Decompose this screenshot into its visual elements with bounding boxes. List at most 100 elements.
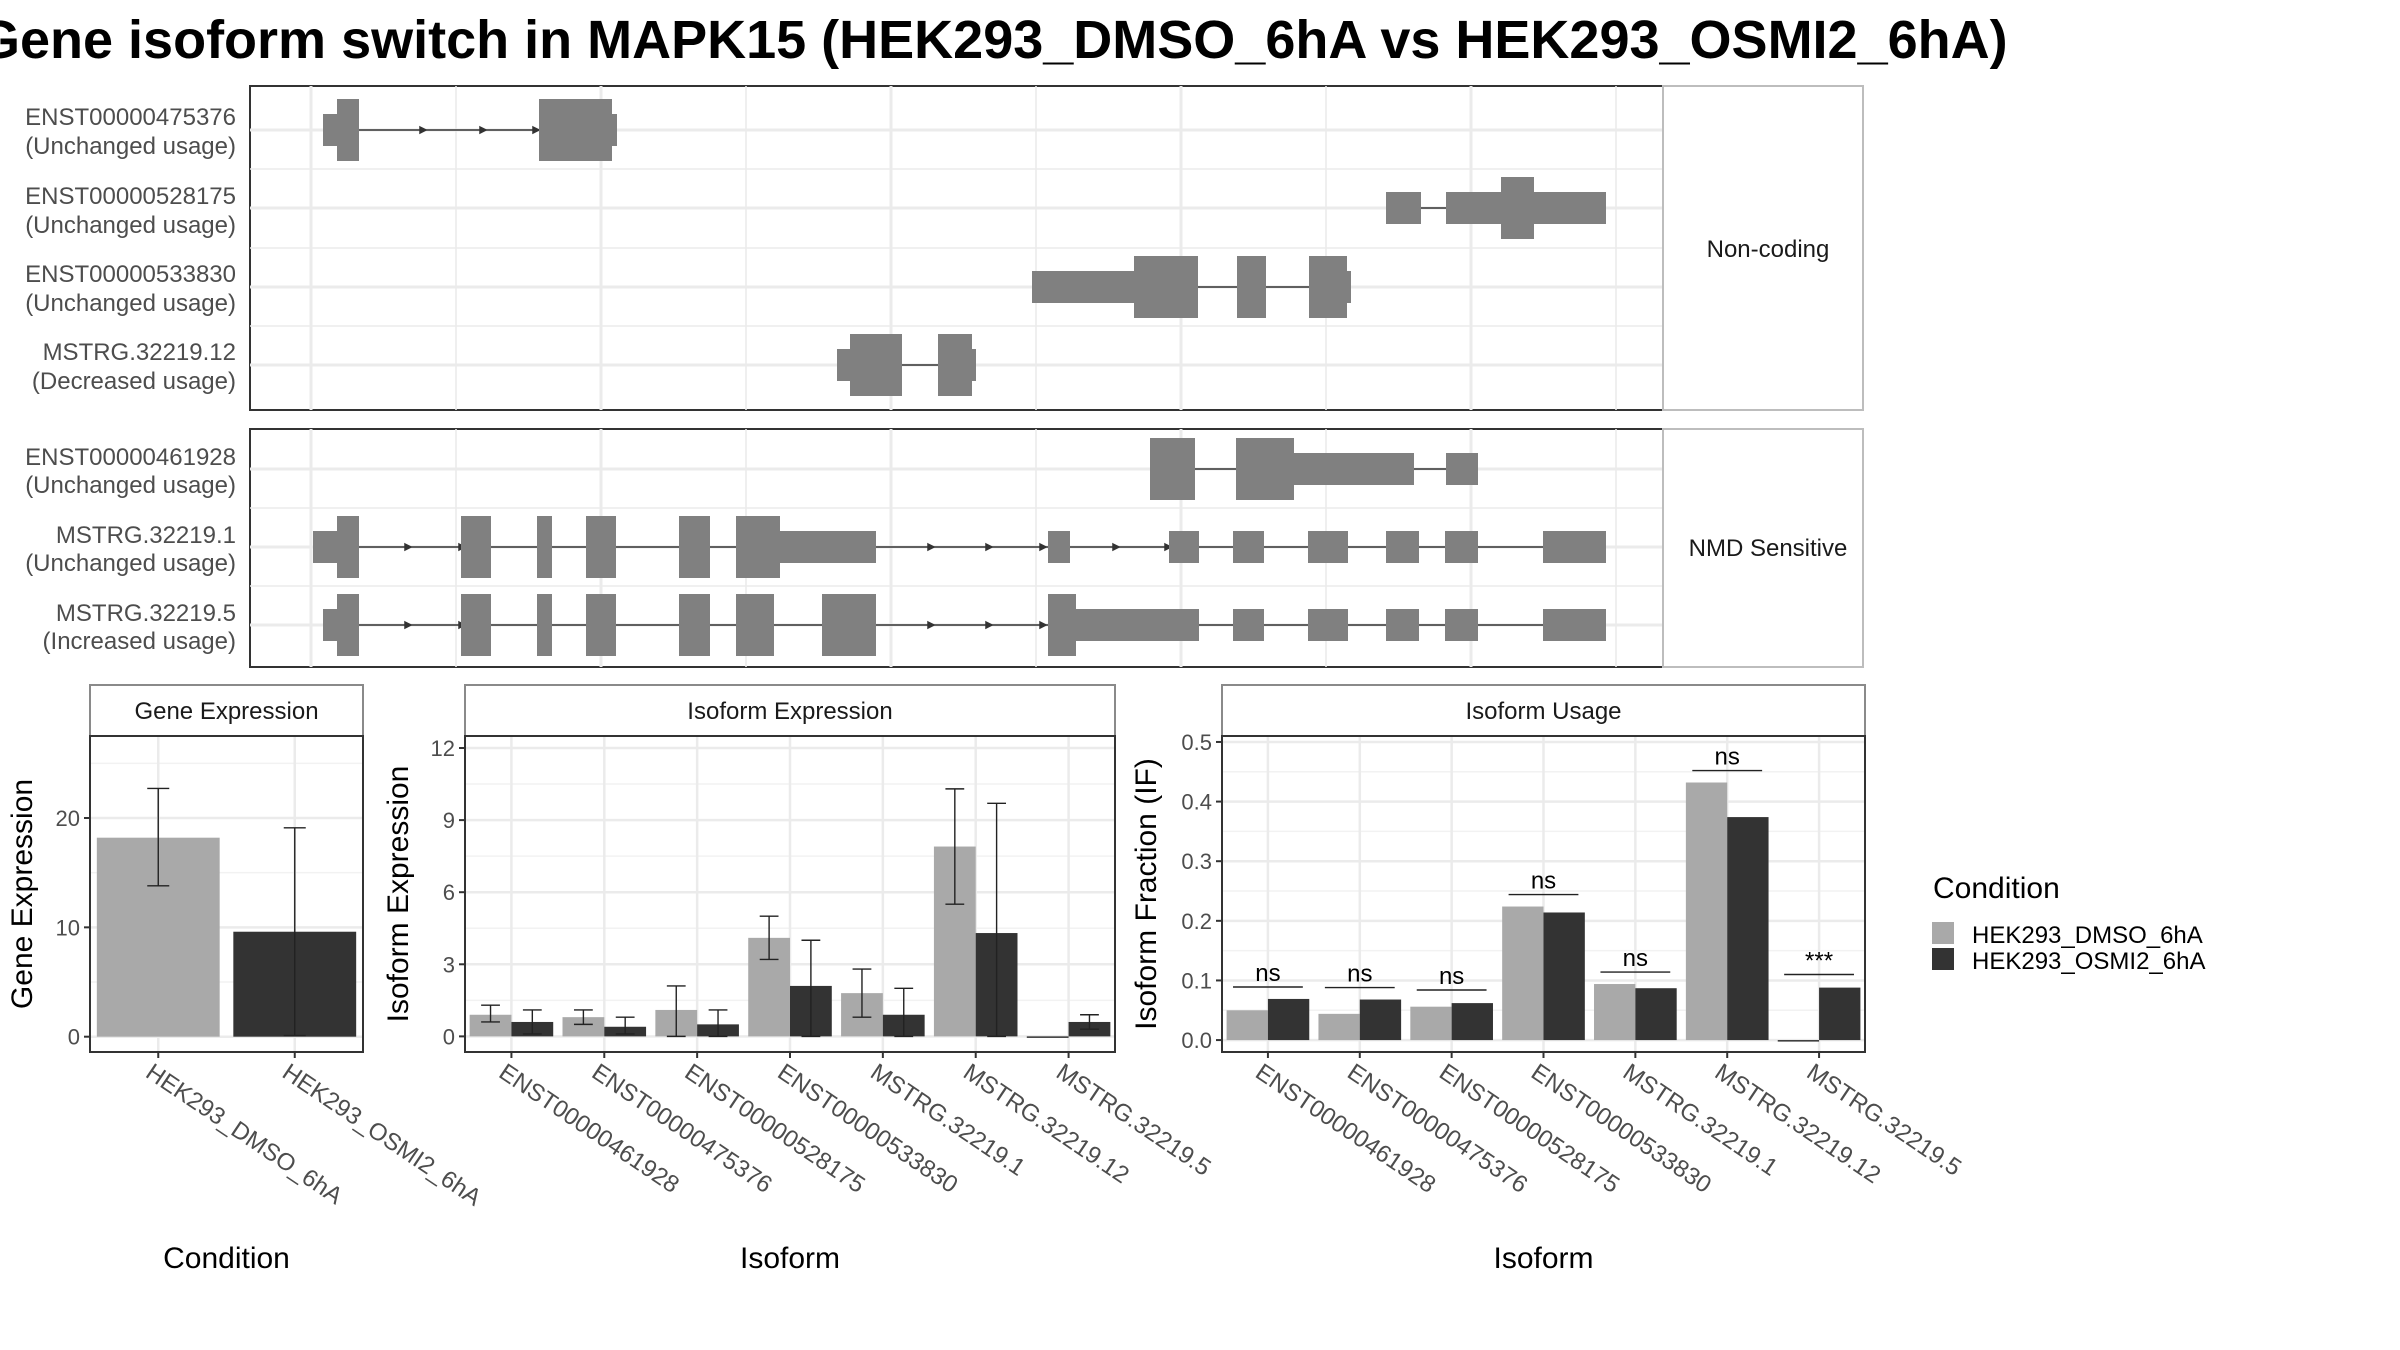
structure-panel-nmd: NMD Sensitive [249, 428, 1864, 668]
exon-utr [1076, 609, 1199, 641]
exon-cds [1309, 256, 1347, 318]
legend: Condition HEK293_DMSO_6hA HEK293_OSMI2_6… [1932, 872, 2205, 975]
exon-cds [1501, 177, 1534, 239]
exon-cds [461, 516, 491, 578]
significance-label: ns [1623, 945, 1648, 972]
isoform-label-name: ENST00000475376 [25, 104, 236, 131]
facet-label-noncoding: Non-coding [1707, 236, 1830, 263]
isoform-track-mstrg-32219-5 [323, 594, 1606, 656]
bar [562, 1017, 605, 1037]
intron-arrow [927, 620, 936, 630]
bar [1267, 998, 1310, 1041]
isoform-label-name: MSTRG.32219.5 [56, 600, 236, 627]
y-tick-label: 0.0 [1181, 1028, 1212, 1053]
isoform-track-enst00000475376 [323, 99, 617, 161]
x-axis-title: Isoform [740, 1242, 840, 1275]
y-tick-label: 0.4 [1181, 790, 1212, 815]
intron-arrow [532, 125, 541, 135]
exon-cds [736, 516, 780, 578]
bar [469, 1014, 512, 1037]
bar [1410, 1006, 1452, 1041]
x-axis-title: Condition [163, 1242, 290, 1275]
intron-arrow [479, 125, 488, 135]
bar [1819, 987, 1861, 1041]
exon-utr [1347, 271, 1351, 303]
exon-utr [323, 114, 337, 146]
exon-cds [537, 594, 552, 656]
bar [1359, 999, 1402, 1041]
facet-strip-nmd [1662, 428, 1864, 668]
legend-label-osmi: HEK293_OSMI2_6hA [1972, 948, 2205, 975]
exon-cds [850, 334, 902, 396]
y-axis-title: Isoform Fraction (IF) [1130, 758, 1163, 1030]
exon-utr [1233, 531, 1264, 563]
exon-utr [1386, 531, 1419, 563]
exon-utr [313, 531, 337, 563]
significance-label: ns [1255, 960, 1280, 987]
isoform-track-mstrg-32219-12 [837, 334, 976, 396]
exon-utr [1543, 531, 1606, 563]
exon-utr [1543, 609, 1606, 641]
x-tick-label: MSTRG.32219.1 [866, 1059, 1030, 1182]
bar [1226, 1010, 1268, 1041]
exon-cds [337, 516, 359, 578]
bar [1543, 912, 1585, 1041]
y-tick-label: 9 [443, 808, 455, 833]
isoform-usage-chart: Isoform Usage ns ns ns ns ns ns *** 0.0 0.1 0.2 0.3… [1130, 684, 1966, 1275]
exon-utr [1386, 192, 1421, 224]
intron-arrow [1164, 542, 1173, 552]
intron-arrow [1112, 542, 1121, 552]
facet-label-nmd: NMD Sensitive [1689, 535, 1848, 562]
exon-utr [1048, 531, 1070, 563]
exon-cds [1237, 256, 1266, 318]
isoform-label-usage: (Increased usage) [43, 628, 236, 655]
isoform-label-usage: (Unchanged usage) [25, 133, 236, 160]
exon-utr [612, 114, 617, 146]
bar [1451, 1003, 1493, 1041]
legend-key-dmso [1932, 922, 1954, 944]
exon-utr [1386, 609, 1419, 641]
exon-utr [1445, 609, 1478, 641]
exon-utr [1032, 271, 1134, 303]
exon-utr [972, 349, 976, 381]
panel-title: Isoform Usage [1465, 698, 1621, 725]
exon-utr [780, 531, 876, 563]
significance-label: ns [1531, 868, 1556, 895]
exon-utr [837, 349, 851, 381]
exon-cds [1134, 256, 1198, 318]
isoform-track-mstrg-32219-1 [313, 516, 1606, 578]
x-tick-label: MSTRG.32219.12 [958, 1059, 1133, 1190]
exon-cds [736, 594, 774, 656]
y-tick-label: 0.5 [1181, 730, 1212, 755]
isoform-label-usage: (Unchanged usage) [25, 472, 236, 499]
exon-cds [679, 594, 710, 656]
exon-utr [1446, 192, 1501, 224]
intron-arrow [419, 125, 428, 135]
exon-cds [337, 594, 359, 656]
y-axis-title: Gene Expression [6, 779, 39, 1009]
bar [1777, 1040, 1820, 1042]
exon-utr [1446, 453, 1478, 485]
y-tick-label: 0.2 [1181, 909, 1212, 934]
exon-utr [1445, 531, 1478, 563]
isoform-label-usage: (Unchanged usage) [25, 550, 236, 577]
isoform-track-enst00000461928 [1150, 438, 1478, 500]
exon-utr [1308, 531, 1348, 563]
x-tick-label: MSTRG.32219.5 [1802, 1059, 1966, 1182]
x-tick-label: MSTRG.32219.1 [1618, 1059, 1782, 1182]
legend-label-dmso: HEK293_DMSO_6hA [1972, 922, 2203, 949]
isoform-track-enst00000533830 [1032, 256, 1351, 318]
bar [1318, 1013, 1360, 1041]
y-axis-title: Isoform Expression [382, 766, 415, 1023]
bar [1594, 984, 1636, 1041]
structure-panel-noncoding: Non-coding [249, 85, 1864, 411]
exon-cds [1236, 438, 1294, 500]
panel-title: Isoform Expression [687, 698, 892, 725]
y-tick-label: 20 [56, 806, 80, 831]
exon-cds [822, 594, 876, 656]
facet-strip-noncoding [1662, 85, 1864, 411]
intron-arrow [927, 542, 936, 552]
y-tick-label: 6 [443, 880, 455, 905]
exon-utr [1233, 609, 1264, 641]
